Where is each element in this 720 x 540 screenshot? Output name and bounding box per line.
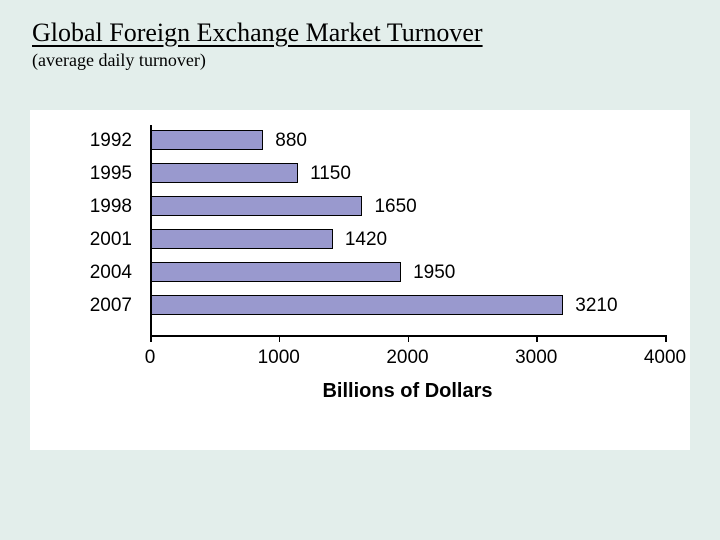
x-axis-tick [279,335,281,342]
y-axis-label: 2004 [32,262,132,284]
page-title: Global Foreign Exchange Market Turnover [0,0,720,48]
y-axis-label: 1992 [32,130,132,152]
slide: Global Foreign Exchange Market Turnover … [0,0,720,540]
chart-bar [150,163,298,183]
chart-bar [150,262,401,282]
chart-bar-value: 1950 [413,262,455,284]
x-axis-tick-label: 1000 [258,347,300,369]
x-axis-title: Billions of Dollars [322,380,492,403]
chart-bar [150,229,333,249]
chart-bar-value: 880 [275,130,307,152]
x-axis-tick-label: 0 [145,347,156,369]
chart-bar [150,295,563,315]
chart-bar-value: 1150 [310,163,351,185]
x-axis-tick [408,335,410,342]
x-axis-tick-label: 4000 [644,347,686,369]
y-axis-line [150,125,152,335]
y-axis-label: 1995 [32,163,132,185]
y-axis-label: 1998 [32,196,132,218]
page-subtitle: (average daily turnover) [32,50,720,71]
x-axis-tick [665,335,667,342]
x-axis-tick-label: 2000 [386,347,428,369]
y-axis-label: 2007 [32,295,132,317]
x-axis-tick [150,335,152,342]
turnover-bar-chart: 1992 880 1995 1150 1998 1650 2001 1420 2004 1950 2… [30,110,690,450]
chart-bar-value: 1650 [374,196,416,218]
x-axis-tick-label: 3000 [515,347,557,369]
chart-bar-value: 3210 [575,295,617,317]
chart-bar-value: 1420 [345,229,387,251]
chart-plot-area: 1992880199511501998165020011420200419502… [150,125,665,335]
y-axis-label: 2001 [32,229,132,251]
chart-bar [150,130,263,150]
x-axis-tick [536,335,538,342]
chart-bar [150,196,362,216]
